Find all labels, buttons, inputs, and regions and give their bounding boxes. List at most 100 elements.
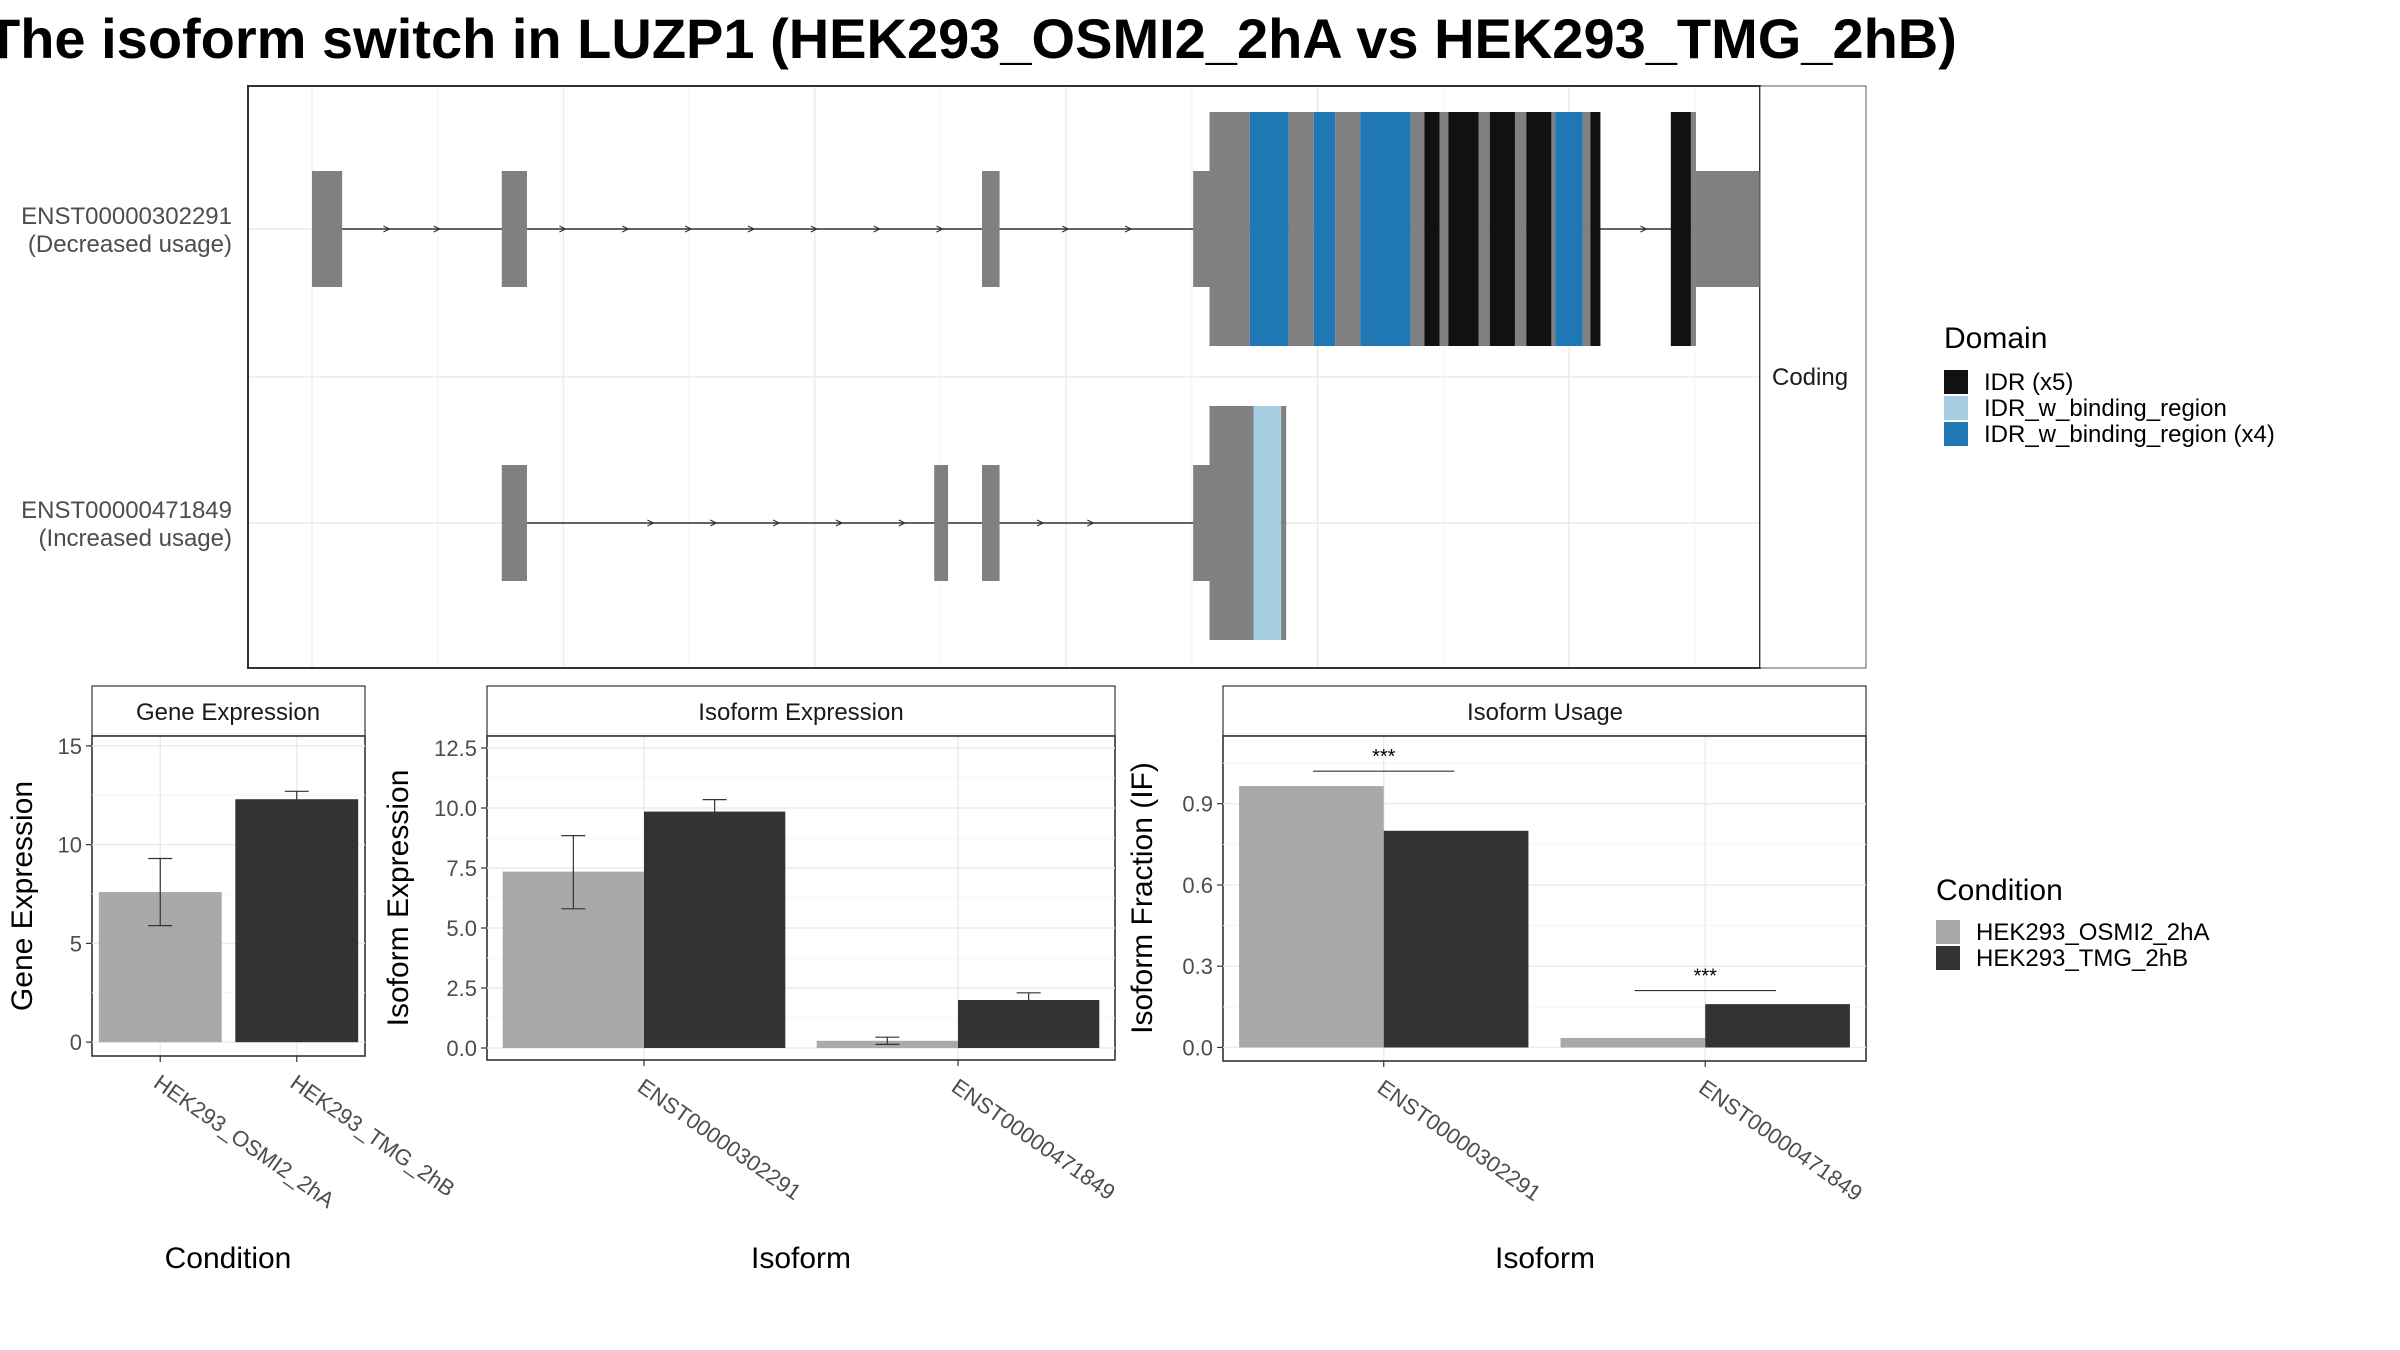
gene-expression-x-axis-title: Condition xyxy=(165,1242,292,1275)
domain-idr-w-binding-region-x4 xyxy=(1249,112,1289,346)
isoform-usage-bar-enst00000302291-hek293-tmg-2hb xyxy=(1383,830,1529,1048)
exon-utr xyxy=(981,465,1000,581)
isoform-usage-y-axis-title: Isoform Fraction (IF) xyxy=(1126,762,1159,1034)
isoform-1-id-label: ENST00000302291 xyxy=(21,203,232,230)
isoform-usage-strip-label: Isoform Usage xyxy=(1467,699,1623,726)
exon-coding xyxy=(1335,112,1361,346)
isoform-expression-y-tick-label: 10.0 xyxy=(434,796,477,821)
gene-expression-bar-hek293-tmg-2hb xyxy=(235,799,359,1043)
intron-direction-arrow xyxy=(1036,519,1045,527)
isoform-expression-error-bar xyxy=(875,1036,900,1045)
figure-title: The isoform switch in LUZP1 (HEK293_OSMI… xyxy=(0,7,1957,70)
isoform-expression-y-axis-title: Isoform Expression xyxy=(382,770,415,1027)
exon-utr xyxy=(1193,171,1210,287)
condition-legend: Condition HEK293_OSMI2_2hA HEK293_TMG_2h… xyxy=(1936,874,2209,972)
exon-coding xyxy=(1478,112,1490,346)
isoform-usage-significance-label: *** xyxy=(1372,746,1396,768)
isoform-usage-bar-enst00000471849-hek293-osmi2-2ha xyxy=(1560,1037,1706,1048)
gene-expression-error-bar xyxy=(284,790,309,808)
isoform-expression-error-bar xyxy=(561,835,586,910)
isoform-expression-error-bar xyxy=(1016,992,1041,1009)
exon-coding xyxy=(1551,112,1556,346)
isoform-expression-strip xyxy=(486,685,1116,737)
domain-legend: Domain IDR (x5) IDR_w_binding_region IDR… xyxy=(1944,322,2275,448)
exon-coding xyxy=(1281,406,1287,640)
domain-idr-w-binding-region-x4 xyxy=(1555,112,1583,346)
domain-idr-w-binding-region-x4 xyxy=(1313,112,1336,346)
intron-direction-arrow xyxy=(1640,225,1648,233)
exon-coding xyxy=(1209,112,1250,346)
exon-coding xyxy=(1288,112,1314,346)
isoform-expression-y-tick-label: 7.5 xyxy=(446,856,477,881)
gene-structure-marks xyxy=(312,112,1812,640)
legend-label-idr-w-binding-region: IDR_w_binding_region xyxy=(1984,395,2227,422)
intron-direction-arrow xyxy=(1124,225,1133,233)
gene-expression-y-tick-label: 0 xyxy=(70,1030,82,1055)
exon-coding xyxy=(1410,112,1425,346)
isoform-usage-bar-enst00000471849-hek293-tmg-2hb xyxy=(1705,1004,1850,1048)
domain-idr-x5 xyxy=(1526,112,1552,346)
intron-direction-arrow xyxy=(936,225,944,233)
legend-key-idr xyxy=(1944,370,1968,394)
gene-expression-strip xyxy=(91,685,366,737)
exon-coding xyxy=(1439,112,1449,346)
legend-label-hek293-tmg-2hb: HEK293_TMG_2hB xyxy=(1976,945,2188,972)
isoform-usage-significance-label: *** xyxy=(1694,966,1718,988)
legend-label-idr-w-binding-region-x4: IDR_w_binding_region (x4) xyxy=(1984,421,2275,448)
domain-idr-x5 xyxy=(1448,112,1479,346)
gene-expression-strip-label: Gene Expression xyxy=(136,699,320,726)
intron-direction-arrow xyxy=(1087,519,1095,527)
intron-direction-arrow xyxy=(873,225,881,233)
legend-key-idr-w-binding-region-x4 xyxy=(1944,422,1968,446)
domain-idr-w-binding-region-x4 xyxy=(1360,112,1411,346)
isoform-usage-y-tick-label: 0.0 xyxy=(1182,1035,1213,1060)
exon-coding xyxy=(1209,406,1254,640)
intron-direction-arrow xyxy=(772,519,781,527)
isoform-expression-y-tick-label: 12.5 xyxy=(434,736,477,761)
isoform-usage-y-tick-label: 0.9 xyxy=(1182,792,1213,817)
gene-expression-y-axis-title: Gene Expression xyxy=(6,781,39,1011)
isoform-usage-x-tick-label: ENST00000471849 xyxy=(1694,1075,1867,1206)
isoform-2-id-label: ENST00000471849 xyxy=(21,497,232,524)
isoform-expression-panel: Isoform Expression 0.0 2.5 5.0 7.5 10.0 12.5 E… xyxy=(382,685,1120,1275)
exon-utr xyxy=(981,171,1000,287)
intron-direction-arrow xyxy=(747,225,756,233)
exon-utr xyxy=(934,465,949,581)
gene-expression-y-tick-label: 5 xyxy=(70,931,82,956)
intron-direction-arrow xyxy=(1061,225,1070,233)
intron-direction-arrow xyxy=(433,225,442,233)
exon-coding xyxy=(1514,112,1527,346)
domain-idr-x5 xyxy=(1670,112,1691,346)
domain-legend-title: Domain xyxy=(1944,322,2047,355)
coding-strip xyxy=(1759,85,1867,669)
intron-direction-arrow xyxy=(810,225,819,233)
exon-utr xyxy=(501,465,527,581)
exon-coding xyxy=(1690,112,1696,346)
domain-idr-x5 xyxy=(1424,112,1440,346)
intron-direction-arrow xyxy=(835,519,844,527)
isoform-usage-x-axis-title: Isoform xyxy=(1495,1242,1595,1275)
intron-direction-arrow xyxy=(559,225,567,233)
isoform-1-usage-label: (Decreased usage) xyxy=(28,231,232,258)
isoform-expression-y-tick-label: 0.0 xyxy=(446,1036,477,1061)
intron-direction-arrow xyxy=(621,225,630,233)
isoform-expression-bar-enst00000302291-hek293-tmg-2hb xyxy=(644,811,786,1048)
isoform-expression-x-axis-title: Isoform xyxy=(751,1242,851,1275)
domain-idr-x5 xyxy=(1489,112,1515,346)
intron-direction-arrow xyxy=(709,519,718,527)
domain-idr-x5 xyxy=(1590,112,1601,346)
isoform-usage-bar-enst00000302291-hek293-osmi2-2ha xyxy=(1239,786,1384,1048)
legend-key-hek293-tmg-2hb xyxy=(1936,946,1960,970)
legend-label-idr: IDR (x5) xyxy=(1984,369,2073,396)
intron-direction-arrow xyxy=(898,519,907,527)
isoform-expression-x-tick-label: ENST00000471849 xyxy=(947,1074,1120,1205)
legend-key-idr-w-binding-region xyxy=(1944,396,1968,420)
gene-expression-y-tick-label: 15 xyxy=(58,734,82,759)
intron-direction-arrow xyxy=(383,225,391,233)
isoform-expression-y-tick-label: 5.0 xyxy=(446,916,477,941)
isoform-usage-y-tick-label: 0.6 xyxy=(1182,873,1213,898)
condition-legend-title: Condition xyxy=(1936,874,2063,907)
isoform-expression-error-bar xyxy=(702,799,727,825)
domain-idr-w-binding-region xyxy=(1253,406,1282,640)
exon-utr xyxy=(312,171,343,287)
